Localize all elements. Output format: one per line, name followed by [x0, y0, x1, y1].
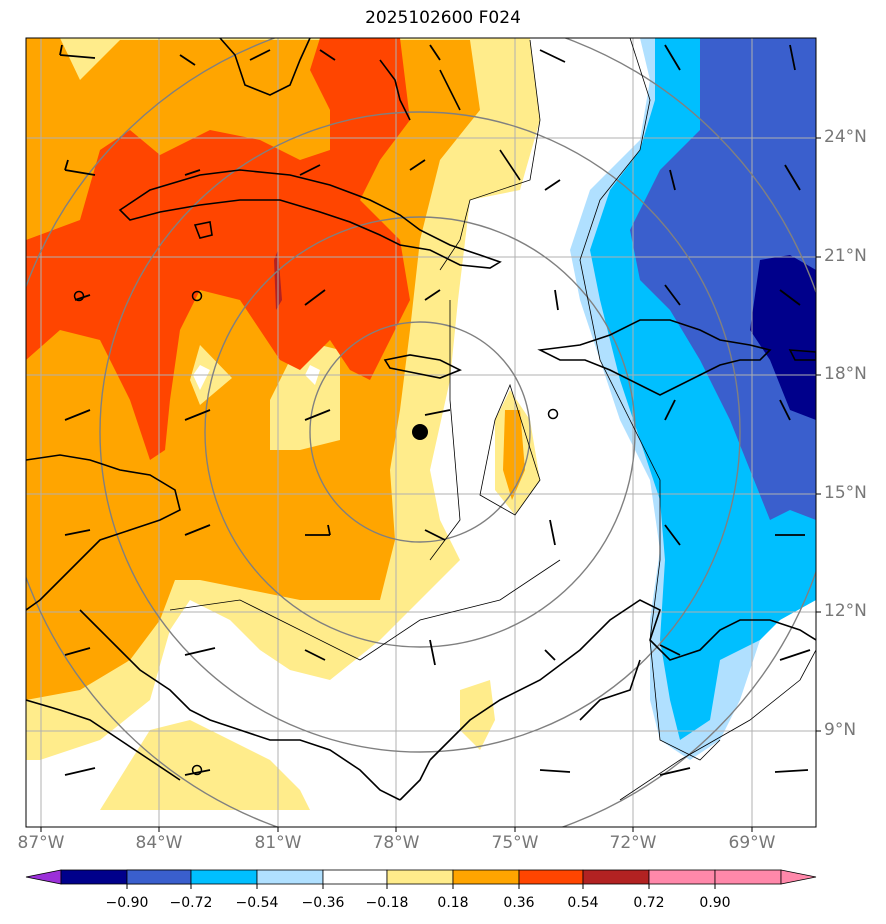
wind-barbs [59, 44, 811, 776]
storm-center-marker [412, 424, 428, 440]
lat-label-21: 21°N [824, 246, 867, 266]
field-054-072 [26, 38, 410, 460]
lon-label-78: 78°W [372, 833, 420, 853]
lon-label-75: 75°W [491, 833, 539, 853]
colorbar-tick-label: 0.72 [633, 895, 665, 911]
map-plot-area [26, 38, 816, 827]
colorbar-tick-label: 0.90 [699, 895, 731, 911]
lon-label-87: 87°W [17, 833, 65, 853]
lon-label-84: 84°W [135, 833, 183, 853]
lon-label-81: 81°W [254, 833, 302, 853]
lon-label-69: 69°W [728, 833, 776, 853]
colorbar-tick-label: −0.36 [301, 895, 345, 911]
colorbar-tick-label: 0.54 [567, 895, 599, 911]
field-018-036-south [100, 720, 310, 810]
colorbar-tick-label: −0.54 [235, 895, 279, 911]
colorbar-tick-label: 0.36 [503, 895, 535, 911]
range-rings [26, 38, 816, 827]
colorbar-tick-label: −0.90 [105, 895, 149, 911]
lat-label-9: 9°N [824, 720, 857, 740]
field-neg-054 [630, 38, 816, 520]
field-neg-072 [750, 255, 816, 420]
lat-label-18: 18°N [824, 364, 867, 384]
colorbar [25, 869, 817, 885]
map-frame [25, 37, 817, 828]
lon-label-72: 72°W [609, 833, 657, 853]
lat-label-24: 24°N [824, 127, 867, 147]
colorbar-tick-label: −0.72 [169, 895, 213, 911]
colorbar-tick-label: −0.18 [365, 895, 409, 911]
lat-label-15: 15°N [824, 483, 867, 503]
map-title: 2025102600 F024 [365, 8, 521, 28]
colorbar-tick-label: 0.18 [437, 895, 469, 911]
lat-label-12: 12°N [824, 601, 867, 621]
coastlines [26, 38, 816, 801]
